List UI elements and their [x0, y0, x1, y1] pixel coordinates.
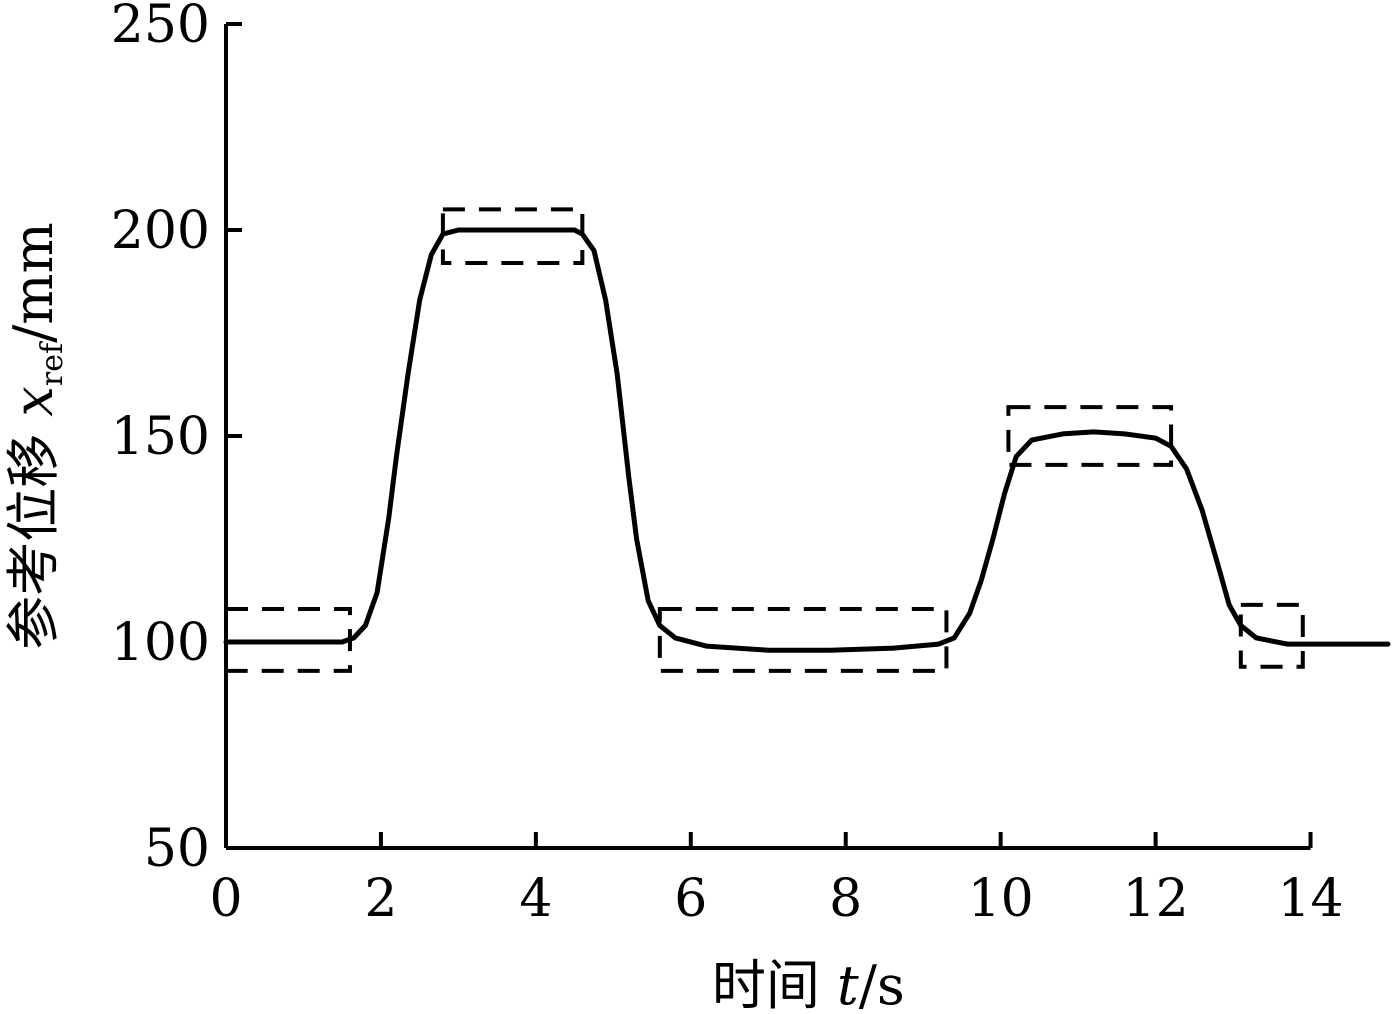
- x-axis-title-unit: /s: [859, 954, 905, 1014]
- x-tick-label: 4: [519, 869, 552, 929]
- ticks-layer: 50 100 150 200 250 0 2 4 6 8 10 12 14: [111, 0, 1344, 929]
- x-tick-label: 14: [1277, 869, 1343, 929]
- tolerance-box: [657, 607, 949, 673]
- x-tick-label: 2: [364, 869, 397, 929]
- y-axis-title-unit: /mm: [2, 222, 65, 343]
- y-axis-title-var: x: [2, 386, 65, 416]
- x-axis-title-prefix: 时间: [712, 954, 837, 1014]
- series-layer: [223, 227, 1391, 653]
- y-tick-label: 150: [111, 407, 210, 467]
- tolerance-boxes: [224, 207, 1305, 673]
- y-tick-label: 50: [144, 819, 210, 879]
- x-tick-label: 0: [209, 869, 242, 929]
- x-tick-label: 10: [968, 869, 1034, 929]
- tolerance-box: [440, 207, 585, 265]
- y-tick-label: 200: [111, 201, 210, 261]
- x-axis-title-var: t: [837, 954, 859, 1014]
- x-axis-title: 时间 t/s: [712, 954, 905, 1014]
- y-axis-title-prefix: 参考位移: [2, 417, 65, 650]
- x-tick-label: 12: [1123, 869, 1189, 929]
- y-tick-label: 250: [111, 0, 210, 55]
- tolerance-box: [1006, 405, 1174, 467]
- tolerance-box: [1238, 602, 1305, 669]
- series-line: [223, 227, 1391, 653]
- x-tick-label: 8: [829, 869, 862, 929]
- x-tick-label: 6: [674, 869, 707, 929]
- y-axis-title: 参考位移 xref/mm: [2, 222, 70, 649]
- y-tick-label: 100: [111, 613, 210, 673]
- y-axis-title-sub: ref: [35, 341, 70, 386]
